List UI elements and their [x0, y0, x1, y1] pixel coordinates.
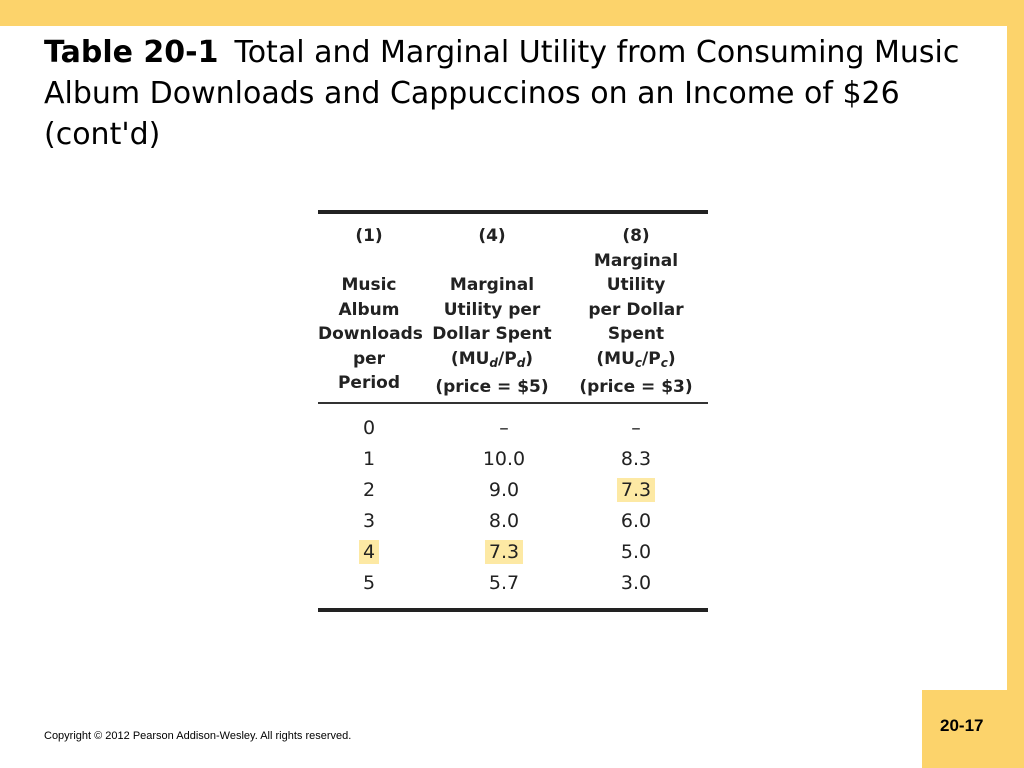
table-body: 0 – – 1 10.0 8.3 2 9.0 7.3 3 8.0 6.0 4 7…: [318, 404, 708, 608]
muc-cell: 8.3: [620, 447, 652, 470]
header-line: per Dollar: [588, 299, 684, 320]
downloads-cell: 0: [362, 416, 376, 439]
downloads-cell: 3: [362, 509, 376, 532]
downloads-cell: 2: [362, 478, 376, 501]
table-row: 5 5.7 3.0: [318, 567, 708, 598]
header-price: (price = $5): [435, 377, 549, 397]
header-line: per: [352, 348, 386, 369]
title-text: Total and Marginal Utility from Consumin…: [44, 35, 960, 152]
table-label: Table 20-1: [44, 35, 219, 70]
muc-cell: 5.0: [620, 540, 652, 563]
mud-cell: –: [499, 416, 509, 439]
page-number-box: [922, 690, 1024, 768]
header-line: Dollar Spent: [432, 324, 552, 344]
header-price: (price = $3): [579, 377, 693, 397]
header-col-number: (1): [355, 226, 383, 246]
header-mu-cappuccinos: (8) Marginal Utility per Dollar Spent (M…: [564, 214, 708, 402]
downloads-cell-highlighted: 4: [358, 539, 380, 564]
muc-cell: 6.0: [620, 509, 652, 532]
page-number: 20-17: [940, 716, 984, 735]
table-row: 1 10.0 8.3: [318, 443, 708, 474]
utility-table: (1) Music Album Downloads per Period (4)…: [318, 210, 708, 612]
mud-cell: 10.0: [482, 447, 526, 470]
slide-title: Table 20-1 Total and Marginal Utility fro…: [44, 32, 984, 155]
header-line: Period: [337, 373, 401, 393]
header-formula: (MUc/Pc): [596, 348, 676, 370]
header-mu-downloads: (4) Marginal Utility per Dollar Spent (M…: [420, 214, 564, 402]
table-header-rule: [318, 402, 708, 404]
slide-body: [0, 26, 1007, 768]
muc-cell: 3.0: [620, 571, 652, 594]
header-formula: (MUd/Pd): [450, 348, 534, 370]
table-row: 2 9.0 7.3: [318, 474, 708, 505]
table-header: (1) Music Album Downloads per Period (4)…: [318, 214, 708, 402]
header-downloads: (1) Music Album Downloads per Period: [318, 214, 423, 402]
table-row: 0 – –: [318, 412, 708, 443]
header-line: Downloads: [318, 324, 423, 344]
header-line: Utility per: [443, 299, 541, 320]
copyright-notice: Copyright © 2012 Pearson Addison-Wesley.…: [44, 730, 352, 742]
header-col-number: (4): [478, 226, 506, 246]
table-row: 4 7.3 5.0: [318, 536, 708, 567]
header-line: Marginal: [449, 275, 535, 295]
mud-cell-highlighted: 7.3: [484, 539, 524, 564]
table-row: 3 8.0 6.0: [318, 505, 708, 536]
table-bottom-rule: [318, 608, 708, 612]
table-top-rule: [318, 210, 708, 214]
header-col-number: (8): [622, 226, 650, 246]
header-line: Music: [341, 275, 397, 295]
mud-cell: 8.0: [488, 509, 520, 532]
header-line: Marginal: [593, 250, 679, 271]
header-line: Utility: [606, 275, 666, 295]
header-line: Album: [338, 299, 400, 320]
muc-cell: –: [631, 416, 641, 439]
downloads-cell: 5: [362, 571, 376, 594]
mud-cell: 9.0: [488, 478, 520, 501]
downloads-cell: 1: [362, 447, 376, 470]
mud-cell: 5.7: [488, 571, 520, 594]
header-line: Spent: [607, 324, 665, 344]
muc-cell-highlighted: 7.3: [616, 477, 656, 502]
